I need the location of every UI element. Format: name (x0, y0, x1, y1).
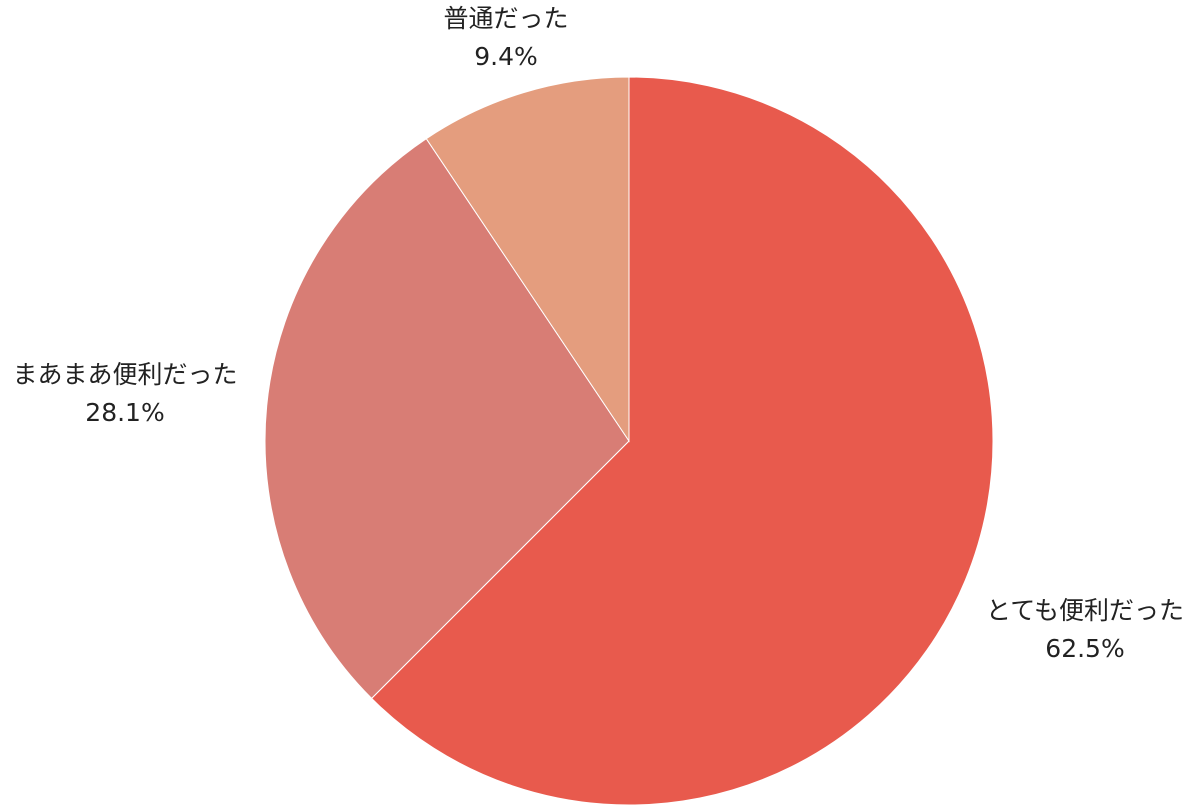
slice-value: 9.4% (443, 38, 568, 76)
label-maamaa-benri: まあまあ便利だった 28.1% (12, 356, 237, 432)
label-futsuu: 普通だった 9.4% (443, 0, 568, 76)
slice-label: とても便利だった (986, 592, 1184, 630)
label-totemo-benri: とても便利だった 62.5% (986, 592, 1184, 668)
slice-value: 62.5% (986, 630, 1184, 668)
slice-label: 普通だった (443, 0, 568, 38)
slice-value: 28.1% (12, 394, 237, 432)
slice-label: まあまあ便利だった (12, 356, 237, 394)
